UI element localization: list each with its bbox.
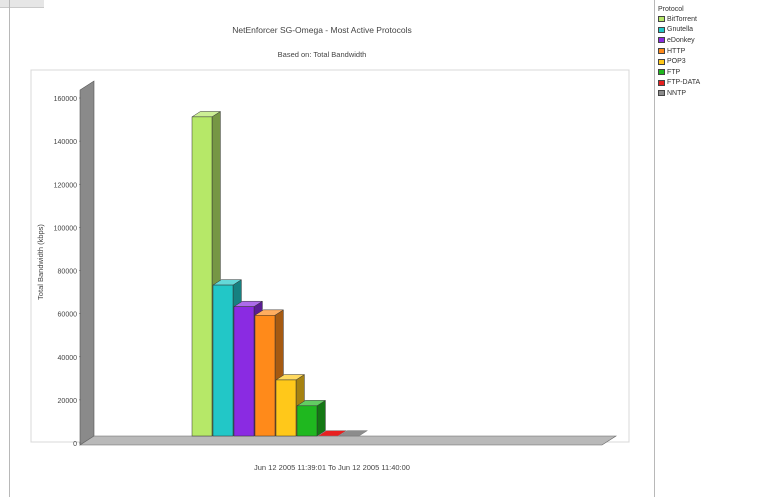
- y-tick-label: 100000: [54, 225, 77, 232]
- legend-label: FTP: [667, 68, 681, 76]
- legend-divider: [654, 0, 655, 497]
- bar-chart: NetEnforcer SG-Omega - Most Active Proto…: [30, 25, 630, 472]
- legend-label: FTP-DATA: [667, 79, 701, 87]
- legend-swatch: [658, 37, 665, 44]
- chart-subtitle: Based on: Total Bandwidth: [278, 50, 367, 59]
- bar-ftp: [296, 399, 327, 437]
- legend-label: POP3: [667, 58, 686, 66]
- legend-item: POP3: [658, 56, 776, 67]
- legend-title: Protocol: [658, 6, 684, 13]
- y-tick-label: 80000: [58, 269, 78, 276]
- legend-label: BitTorrent: [667, 15, 697, 23]
- legend-swatch: [658, 16, 665, 23]
- y-tick-label: 0: [73, 441, 77, 448]
- y-tick-label: 140000: [54, 139, 77, 146]
- legend-label: eDonkey: [667, 36, 695, 44]
- left-divider: [9, 0, 10, 497]
- legend-label: Gnutella: [667, 26, 694, 34]
- legend-swatch: [658, 26, 665, 33]
- y-tick-label: 120000: [54, 182, 77, 189]
- top-toolbar-stub: [0, 0, 44, 8]
- legend-swatch: [658, 58, 665, 65]
- legend-item: NNTP: [658, 88, 776, 99]
- bar-nntp: [338, 430, 369, 437]
- y-axis-wall: [79, 80, 95, 446]
- legend-label: HTTP: [667, 47, 686, 55]
- legend-item: Gnutella: [658, 25, 776, 36]
- chart-title: NetEnforcer SG-Omega - Most Active Proto…: [232, 25, 412, 35]
- legend-swatch: [658, 79, 665, 86]
- legend: Protocol BitTorrent Gnutella eDonkey HTTP PO…: [658, 6, 776, 99]
- legend-item: FTP-DATA: [658, 78, 776, 89]
- legend-item: HTTP: [658, 46, 776, 57]
- bar-ftp-data: [317, 430, 348, 437]
- legend-swatch: [658, 69, 665, 76]
- y-tick-label: 160000: [54, 96, 77, 103]
- legend-item: eDonkey: [658, 35, 776, 46]
- x-axis-label: Jun 12 2005 11:39:01 To Jun 12 2005 11:4…: [254, 463, 410, 472]
- y-axis-label: Total Bandwidth (kbps): [36, 224, 45, 300]
- y-tick-label: 20000: [58, 398, 78, 405]
- chart-floor: [78, 435, 618, 446]
- legend-item: BitTorrent: [658, 14, 776, 25]
- legend-swatch: [658, 48, 665, 55]
- legend-label: NNTP: [667, 89, 687, 97]
- y-tick-label: 40000: [58, 355, 78, 362]
- y-tick-label: 60000: [58, 312, 78, 319]
- legend-swatch: [658, 90, 665, 97]
- legend-item: FTP: [658, 67, 776, 78]
- plot-frame: [30, 69, 630, 443]
